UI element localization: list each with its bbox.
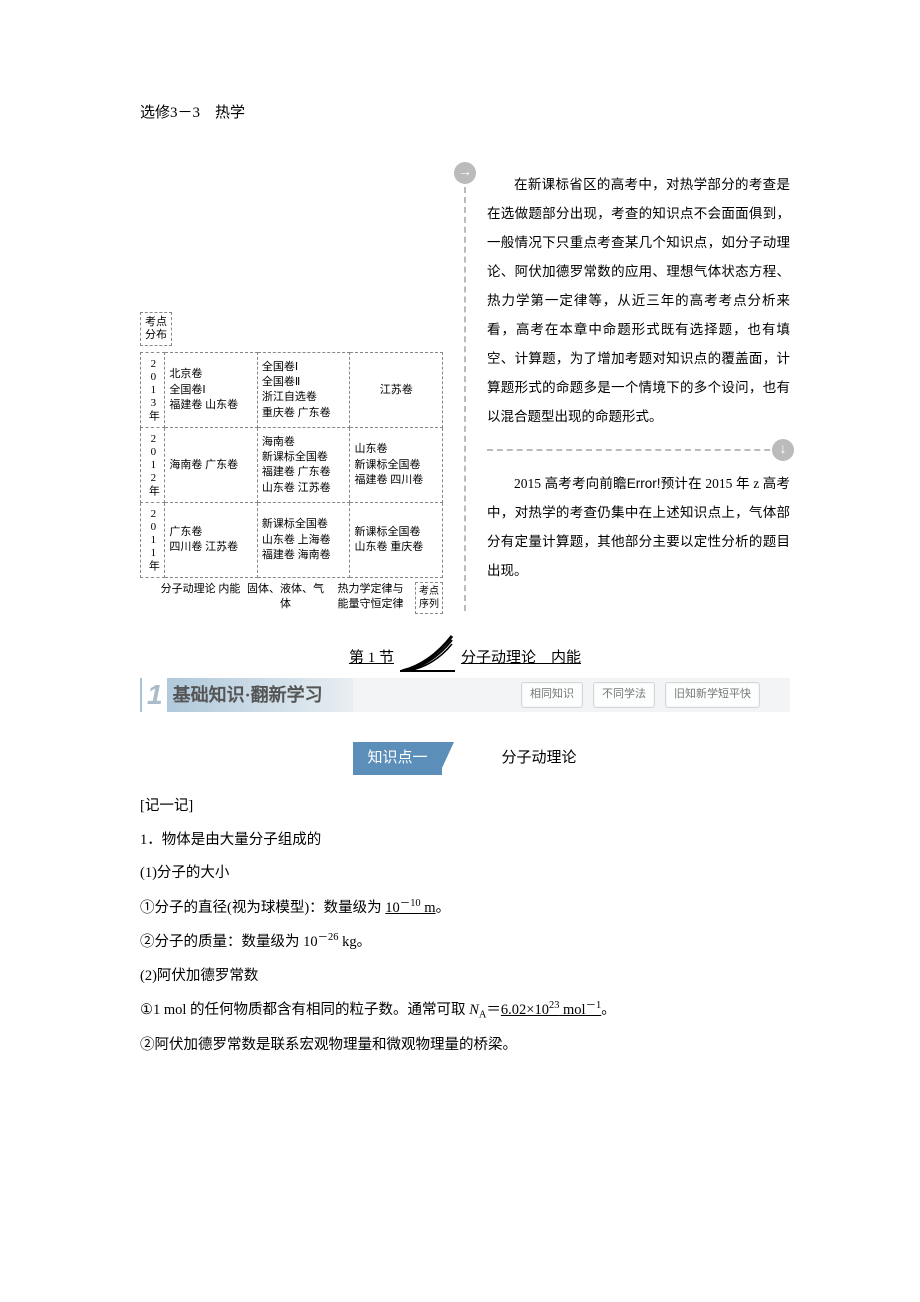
table-row: 2012年 海南卷 广东卷 海南卷 新课标全国卷 福建卷 广东卷 山东卷 江苏卷… [141, 428, 443, 503]
banner-number: 1 [142, 678, 167, 712]
item-2: ②分子的质量：数量级为 10－26 kg。 [140, 928, 790, 956]
table-row: 2011年 广东卷 四川卷 江苏卷 新课标全国卷 山东卷 上海卷 福建卷 海南卷… [141, 503, 443, 578]
cell: 全国卷Ⅰ 全国卷Ⅱ 浙江自选卷 重庆卷 广东卷 [257, 353, 350, 428]
page-title: 选修3－3 热学 [140, 100, 790, 127]
heading-jiyiji: [记一记] [140, 793, 790, 821]
two-column-layout: 考点 分布 2013年 北京卷 全国卷Ⅰ 福建卷 山东卷 全国卷Ⅰ 全国卷Ⅱ 浙… [140, 162, 790, 614]
year-cell: 2013年 [141, 353, 165, 428]
pill: 旧知新学短平快 [665, 682, 760, 708]
section-title: 分子动理论 内能 [461, 645, 581, 672]
cell: 新课标全国卷 山东卷 重庆卷 [350, 503, 443, 578]
text: 2015 高考考向前瞻 [514, 476, 627, 491]
heading-1: 1．物体是由大量分子组成的 [140, 827, 790, 855]
intro-paragraph: 在新课标省区的高考中，对热学部分的考查是在选做题部分出现，考查的知识点不会面面俱… [487, 170, 790, 431]
value-underlined: 6.02×1023 mol－1 [501, 1002, 601, 1018]
text: 预计在 2015 年 z 高考中，对热学的考查仍集中在上述知识点上，气体部分有定… [487, 476, 790, 578]
horizontal-divider: ↓ [487, 449, 790, 451]
col-label: 固体、液体、气体 [243, 582, 328, 614]
pill: 相同知识 [521, 682, 583, 708]
equals: ＝ [486, 1002, 501, 1018]
cell: 广东卷 四川卷 江苏卷 [165, 503, 258, 578]
banner-left: 1 基础知识·翻新学习 [140, 678, 353, 712]
sub-1-1: (1)分子的大小 [140, 860, 790, 888]
sub-1-2: (2)阿伏加德罗常数 [140, 963, 790, 991]
exam-table: 2013年 北京卷 全国卷Ⅰ 福建卷 山东卷 全国卷Ⅰ 全国卷Ⅱ 浙江自选卷 重… [140, 352, 443, 578]
banner: 1 基础知识·翻新学习 相同知识 不同学法 旧知新学短平快 [140, 678, 790, 712]
cell: 海南卷 广东卷 [165, 428, 258, 503]
cell: 江苏卷 [350, 353, 443, 428]
cell: 海南卷 新课标全国卷 福建卷 广东卷 山东卷 江苏卷 [257, 428, 350, 503]
year-cell: 2011年 [141, 503, 165, 578]
kaodian-xulie-box: 考点 序列 [415, 582, 443, 614]
pill: 不同学法 [593, 682, 655, 708]
value-underlined: 10－10 m [385, 900, 435, 916]
item-4: ②阿伏加德罗常数是联系宏观物理量和微观物理量的桥梁。 [140, 1032, 790, 1060]
year-cell: 2012年 [141, 428, 165, 503]
text: ②分子的质量：数量级为 10 [140, 934, 318, 950]
table-row: 2013年 北京卷 全国卷Ⅰ 福建卷 山东卷 全国卷Ⅰ 全国卷Ⅱ 浙江自选卷 重… [141, 353, 443, 428]
column-labels-row: 分子动理论 内能 固体、液体、气体 热力学定律与 能量守恒定律 考点 序列 [140, 582, 443, 614]
arrow-down-icon: ↓ [772, 439, 794, 461]
left-column: 考点 分布 2013年 北京卷 全国卷Ⅰ 福建卷 山东卷 全国卷Ⅰ 全国卷Ⅱ 浙… [140, 162, 443, 614]
badge-tail-icon [389, 758, 405, 785]
right-column: 在新课标省区的高考中，对热学部分的考查是在选做题部分出现，考查的知识点不会面面俱… [487, 162, 790, 614]
item-1: ①分子的直径(视为球模型)：数量级为 10－10 m。 [140, 894, 790, 922]
dashed-line [464, 187, 466, 611]
col-label: 热力学定律与 能量守恒定律 [328, 582, 413, 614]
text: kg。 [339, 934, 372, 950]
knowledge-point-header: 知识点一 分子动理论 [140, 742, 790, 775]
item-3: ①1 mol 的任何物质都含有相同的粒子数。通常可取 NA＝6.02×1023 … [140, 996, 790, 1026]
content-body: [记一记] 1．物体是由大量分子组成的 (1)分子的大小 ①分子的直径(视为球模… [140, 793, 790, 1059]
cell: 北京卷 全国卷Ⅰ 福建卷 山东卷 [165, 353, 258, 428]
section-header: 第 1 节 分子动理论 内能 [140, 634, 790, 672]
forecast-paragraph: 2015 高考考向前瞻Error!预计在 2015 年 z 高考中，对热学的考查… [487, 469, 790, 585]
knowledge-label: 分子动理论 [502, 745, 577, 772]
banner-pills: 相同知识 不同学法 旧知新学短平快 [353, 678, 790, 712]
section-number: 第 1 节 [349, 645, 394, 672]
kaodian-fenbu-box: 考点 分布 [140, 312, 172, 346]
swoosh-icon [400, 634, 455, 672]
text: 。 [601, 1002, 616, 1018]
knowledge-badge: 知识点一 [353, 742, 441, 775]
cell: 山东卷 新课标全国卷 福建卷 四川卷 [350, 428, 443, 503]
exponent: －26 [318, 932, 339, 943]
col-label: 分子动理论 内能 [158, 582, 243, 614]
cell: 新课标全国卷 山东卷 上海卷 福建卷 海南卷 [257, 503, 350, 578]
var-N: N [469, 1002, 479, 1018]
text: ①1 mol 的任何物质都含有相同的粒子数。通常可取 [140, 1002, 469, 1018]
text: ①分子的直径(视为球模型)：数量级为 [140, 900, 385, 916]
arrow-right-icon: → [454, 162, 476, 184]
text: 。 [436, 900, 451, 916]
vertical-divider: → [455, 162, 475, 614]
error-text: Error! [627, 476, 661, 491]
banner-title: 基础知识·翻新学习 [173, 679, 323, 711]
